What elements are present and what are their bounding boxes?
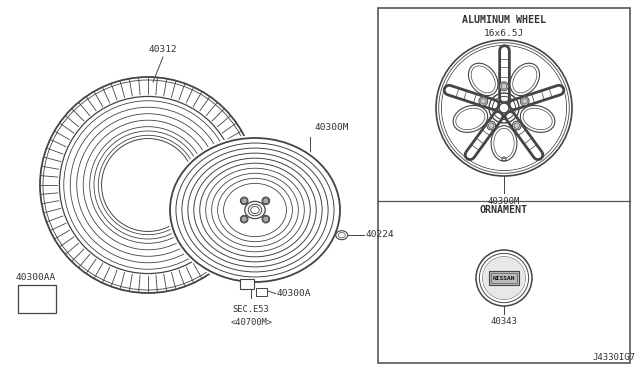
- Text: NISSAN: NISSAN: [493, 276, 515, 280]
- Bar: [240, 279, 254, 289]
- Bar: [378, 8, 630, 363]
- Circle shape: [483, 257, 525, 299]
- Text: SEC.E53
<40700M>: SEC.E53 <40700M>: [230, 305, 272, 327]
- Ellipse shape: [102, 138, 195, 231]
- Bar: [18, 285, 56, 313]
- Circle shape: [262, 215, 269, 223]
- Circle shape: [443, 47, 565, 169]
- Circle shape: [479, 97, 488, 106]
- Text: ALUMINUM WHEEL: ALUMINUM WHEEL: [462, 15, 546, 25]
- Bar: [256, 288, 267, 296]
- Text: 40300A: 40300A: [276, 289, 311, 298]
- Ellipse shape: [491, 126, 517, 161]
- Ellipse shape: [168, 136, 342, 284]
- Text: 40300AA: 40300AA: [16, 273, 56, 282]
- Text: 40343: 40343: [491, 317, 517, 326]
- Text: 16x6.5J: 16x6.5J: [484, 29, 524, 38]
- Ellipse shape: [510, 63, 540, 96]
- Circle shape: [241, 215, 248, 223]
- Text: 40312: 40312: [148, 45, 177, 54]
- Bar: [488, 271, 520, 285]
- Ellipse shape: [520, 106, 555, 132]
- Ellipse shape: [468, 63, 498, 96]
- Circle shape: [487, 121, 495, 130]
- Ellipse shape: [38, 75, 258, 295]
- Circle shape: [241, 197, 248, 205]
- Text: ORNAMENT: ORNAMENT: [480, 205, 528, 215]
- Circle shape: [500, 82, 508, 91]
- Text: J4330IG7: J4330IG7: [592, 353, 635, 362]
- Ellipse shape: [230, 188, 280, 232]
- Bar: [491, 273, 517, 283]
- Ellipse shape: [336, 231, 348, 240]
- Text: 40300M: 40300M: [315, 123, 349, 132]
- Circle shape: [520, 97, 529, 106]
- Text: 40300M: 40300M: [488, 198, 520, 206]
- Circle shape: [513, 121, 521, 130]
- Circle shape: [262, 197, 269, 205]
- Circle shape: [499, 103, 509, 113]
- Ellipse shape: [453, 106, 488, 132]
- Text: 40224: 40224: [365, 230, 394, 239]
